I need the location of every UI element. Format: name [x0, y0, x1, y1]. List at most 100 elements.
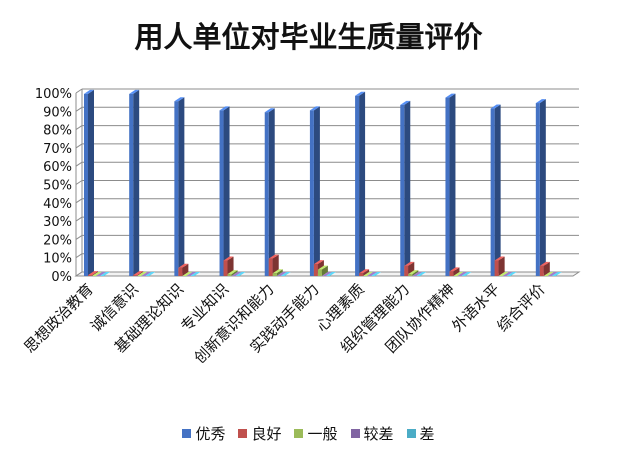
- bar-top: [359, 269, 370, 274]
- y-tick-label: 100%: [35, 87, 72, 102]
- legend-swatch: [238, 429, 248, 438]
- y-tick-label: 20%: [43, 233, 72, 248]
- legend-item: 良好: [238, 423, 281, 444]
- bar: [264, 112, 269, 276]
- bar-top: [227, 270, 238, 275]
- bar: [539, 265, 544, 276]
- bar: [445, 97, 450, 276]
- legend-label: 差: [419, 425, 435, 443]
- bar-side: [133, 89, 140, 276]
- bar-top: [190, 272, 201, 276]
- gridline-side: [75, 180, 83, 185]
- bar-side: [137, 271, 144, 276]
- bar-side: [543, 261, 550, 276]
- bar-top: [535, 99, 546, 104]
- bar: [88, 275, 92, 276]
- bar-top: [321, 272, 332, 276]
- bar-side: [231, 270, 238, 276]
- x-tick-label: 创新意识和能力: [191, 280, 278, 367]
- gridline-side: [75, 253, 83, 259]
- bar-side: [268, 108, 275, 276]
- bar-side: [539, 99, 546, 276]
- y-tick-label: 30%: [43, 215, 72, 230]
- bar-side: [412, 270, 419, 276]
- bar-top: [543, 272, 554, 276]
- gridline-side: [75, 216, 83, 222]
- bar-top: [502, 272, 513, 276]
- bar-top: [551, 272, 562, 276]
- bar-top: [88, 271, 98, 276]
- bar-top: [367, 272, 378, 276]
- bar-side: [223, 106, 230, 276]
- bar-top: [412, 272, 423, 276]
- bar: [404, 265, 409, 276]
- legend-item: 较差: [350, 423, 394, 444]
- bar-top: [506, 272, 517, 276]
- bar-side: [88, 89, 94, 276]
- bar-top: [223, 256, 234, 261]
- bar-top: [174, 97, 185, 102]
- bar-top: [92, 272, 102, 276]
- bar-side: [453, 267, 460, 276]
- bar-top: [539, 261, 550, 266]
- x-tick-label: 综合评价: [493, 280, 548, 335]
- bar: [227, 274, 232, 276]
- gridline-side: [75, 198, 83, 204]
- bar: [359, 273, 364, 276]
- gridline-side: [75, 106, 83, 112]
- y-tick-label: 40%: [43, 197, 72, 212]
- bar: [313, 264, 318, 276]
- bar-top: [276, 272, 287, 276]
- x-tick-label: 思想政治教育: [20, 280, 96, 356]
- bar-top: [449, 267, 460, 272]
- legend-swatch: [350, 429, 360, 438]
- bar: [84, 93, 88, 276]
- bar-top: [498, 272, 509, 276]
- bar-top: [547, 272, 558, 276]
- bar: [309, 110, 314, 276]
- bar: [223, 260, 228, 276]
- bar-top: [363, 272, 374, 276]
- legend-swatch: [294, 429, 304, 438]
- legend-swatch: [182, 429, 192, 438]
- bar-top: [355, 91, 366, 96]
- bar: [355, 95, 360, 277]
- bar-top: [272, 269, 283, 274]
- bar-top: [219, 106, 230, 111]
- bar-top: [137, 272, 148, 276]
- bar-top: [182, 272, 193, 276]
- bar-side: [359, 91, 366, 277]
- legend-item: 差: [406, 423, 435, 444]
- legend-label: 一般: [307, 425, 338, 443]
- bar-top: [313, 260, 324, 265]
- bar-top: [268, 254, 279, 259]
- bar-top: [453, 272, 464, 276]
- bar-top: [264, 108, 275, 113]
- gridline-side: [75, 88, 83, 94]
- gridline-side: [75, 125, 83, 131]
- bar-top: [141, 272, 152, 276]
- bar-side: [182, 263, 189, 276]
- y-tick-label: 60%: [43, 160, 72, 175]
- bar-top: [145, 272, 156, 276]
- bar: [317, 269, 322, 276]
- gridline-side: [75, 143, 83, 149]
- bar: [268, 258, 273, 276]
- bar-top: [186, 272, 197, 276]
- bar-side: [494, 104, 501, 277]
- chart-title: 用人单位对毕业生质量评价: [134, 20, 483, 54]
- bar: [174, 101, 179, 276]
- bar: [535, 103, 540, 276]
- bar-side: [498, 256, 505, 276]
- bar: [178, 267, 183, 276]
- bar-top: [231, 272, 242, 276]
- bar: [494, 260, 499, 276]
- bar-top: [129, 89, 140, 94]
- legend-item: 一般: [294, 423, 338, 444]
- bar-top: [133, 271, 144, 276]
- bar-top: [280, 272, 291, 276]
- chart-legend: 优秀 良好 一般 较差 差: [0, 423, 617, 444]
- y-tick-label: 90%: [43, 105, 72, 120]
- legend-label: 较差: [363, 425, 394, 443]
